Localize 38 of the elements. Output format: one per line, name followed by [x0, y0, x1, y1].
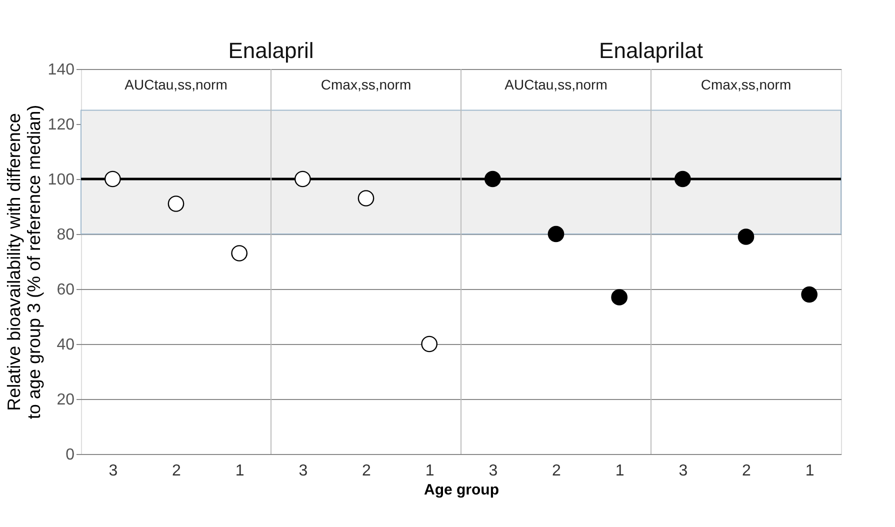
point: [801, 286, 818, 303]
x-tick-label: 2: [552, 462, 562, 480]
annotation: Cmax,ss,norm: [320, 76, 412, 92]
annotation: Cmax,ss,norm: [700, 76, 792, 92]
y-tick-label: 20: [56, 392, 75, 408]
point: [674, 170, 691, 188]
x-tick-label: 3: [678, 462, 688, 480]
point: [484, 170, 501, 188]
y-tick-label: 80: [56, 226, 75, 244]
x-tick-label: 3: [488, 462, 498, 480]
point: [294, 170, 311, 188]
text: Enalapril: [228, 38, 314, 63]
x-axis-title: Age group: [424, 482, 499, 498]
point: [611, 289, 628, 306]
y-tick-label: 120: [48, 116, 75, 134]
text: Enalaprilat: [599, 38, 703, 63]
point: [168, 196, 184, 212]
x-tick-label: 1: [235, 462, 244, 480]
x-tick-label: 2: [362, 462, 372, 480]
x-tick-label: 2: [742, 462, 752, 480]
x-tick-label: 3: [108, 462, 118, 480]
point: [358, 190, 374, 206]
point: [738, 228, 754, 245]
point: [548, 226, 564, 242]
y-tick-label: 0: [66, 446, 75, 464]
x-tick-label: 1: [615, 462, 624, 480]
x-tick-label: 1: [425, 462, 434, 480]
y-tick-label: 140: [48, 62, 75, 78]
y-axis-title: Relative bioavailability with difference to age group 3 (% of reference median): [4, 104, 44, 420]
x-tick-label: 1: [805, 462, 814, 480]
x-tick-label: 2: [172, 462, 182, 480]
annotation: AUCtau,ss,norm: [124, 76, 228, 92]
point: [104, 170, 121, 188]
y-tick-label: 100: [48, 172, 75, 188]
y-tick-label: 60: [56, 282, 75, 298]
y-tick-label: 40: [56, 336, 75, 354]
x-tick-label: 3: [298, 462, 308, 480]
annotation: AUCtau,ss,norm: [504, 76, 608, 92]
